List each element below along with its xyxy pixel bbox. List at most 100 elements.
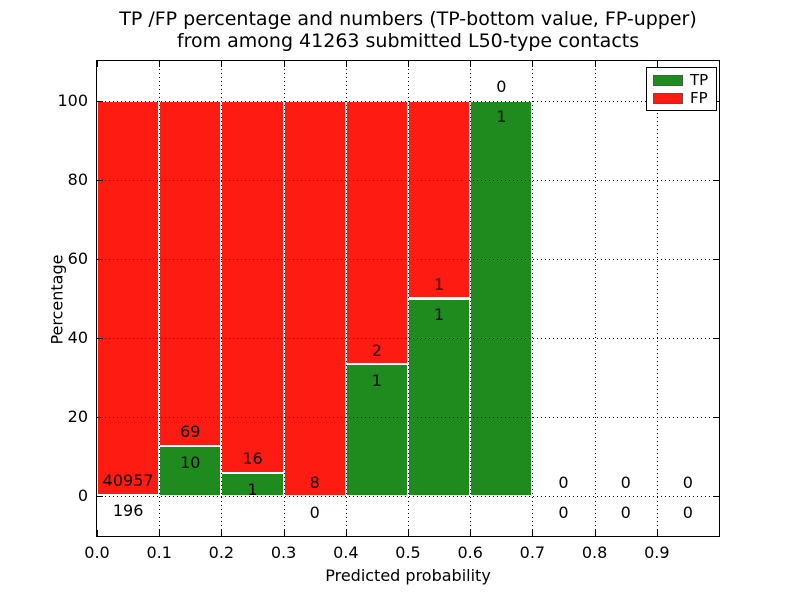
- x-gridline: [532, 61, 534, 536]
- fp-count-label: 69: [180, 422, 201, 442]
- x-tick-label: 0.6: [457, 543, 483, 562]
- bar-segment-tp: [97, 494, 160, 497]
- y-gridline: [97, 100, 719, 102]
- tp-count-label: 0: [620, 503, 631, 523]
- bar-segment-fp: [345, 100, 408, 365]
- legend-label-tp: TP: [690, 71, 709, 89]
- y-tick-mark-right: [713, 417, 719, 419]
- y-tick-label: 40: [67, 328, 88, 348]
- fp-color-swatch: [653, 92, 683, 104]
- x-tick-mark: [594, 530, 596, 536]
- y-tick-label: 100: [57, 90, 88, 110]
- x-tick-label: 0.8: [581, 543, 608, 562]
- legend-entry-tp: TP: [653, 72, 710, 88]
- x-tick-mark-top: [345, 61, 347, 67]
- tp-count-label: 0: [309, 503, 320, 523]
- y-tick-mark: [97, 100, 103, 102]
- x-tick-mark: [408, 530, 409, 536]
- x-gridline: [159, 61, 161, 536]
- x-tick-mark: [97, 530, 98, 536]
- y-tick-mark: [97, 338, 103, 340]
- x-axis-title: Predicted probability: [325, 566, 491, 585]
- x-tick-mark-top: [656, 61, 658, 67]
- fp-count-label: 40957: [102, 470, 154, 490]
- y-gridline: [97, 179, 719, 181]
- y-gridline: [97, 258, 719, 260]
- bar-segment-fp: [408, 100, 471, 299]
- chart-title-line1: TP /FP percentage and numbers (TP-bottom…: [119, 8, 697, 30]
- fp-count-label: 0: [682, 472, 693, 492]
- tp-count-label: 10: [180, 452, 201, 472]
- y-axis-title: Percentage: [47, 254, 67, 345]
- x-gridline: [221, 61, 223, 536]
- x-tick-mark: [283, 530, 285, 536]
- x-tick-mark-top: [594, 61, 596, 67]
- x-tick-mark-top: [97, 61, 98, 67]
- x-gridline: [408, 61, 409, 536]
- y-tick-label: 60: [67, 248, 88, 268]
- tp-count-label: 1: [371, 371, 382, 391]
- fp-count-label: 16: [242, 449, 263, 469]
- chart-title-line2: from among 41263 submitted L50-type cont…: [176, 30, 640, 52]
- tp-count-label: 0: [558, 503, 569, 523]
- chart-title: TP /FP percentage and numbers (TP-bottom…: [96, 8, 720, 52]
- y-tick-mark-right: [713, 179, 719, 181]
- fp-count-label: 0: [496, 76, 507, 96]
- bar-segment-fp: [97, 100, 160, 495]
- x-tick-mark-top: [221, 61, 223, 67]
- x-tick-label: 0.3: [270, 543, 297, 562]
- x-tick-mark: [345, 530, 347, 536]
- y-tick-label: 0: [77, 486, 88, 506]
- tp-count-label: 196: [112, 501, 144, 521]
- legend-label-fp: FP: [690, 89, 708, 107]
- tp-count-label: 1: [247, 479, 258, 499]
- tp-count-label: 1: [434, 305, 445, 325]
- plot-area: 40957 196 69 10 16 1 8 0 2 1 1 1 0 1 0 0 0 0 0 0: [96, 60, 720, 537]
- x-tick-mark: [532, 530, 534, 536]
- x-tick-label: 0.4: [333, 543, 359, 562]
- bar-segment-tp: [470, 100, 533, 497]
- x-tick-mark: [656, 530, 658, 536]
- y-tick-mark-right: [713, 496, 719, 498]
- y-tick-mark: [97, 417, 103, 419]
- y-gridline: [97, 338, 719, 340]
- x-tick-mark-top: [532, 61, 534, 67]
- bar-segment-tp: [408, 298, 471, 497]
- x-tick-mark: [221, 530, 223, 536]
- x-tick-label: 0.5: [395, 543, 421, 562]
- legend-box: TP FP: [646, 67, 717, 111]
- y-gridline: [97, 496, 719, 498]
- bar-segment-fp: [159, 100, 222, 447]
- x-tick-label: 0.7: [519, 543, 546, 562]
- fp-count-label: 8: [309, 472, 320, 492]
- y-tick-mark: [97, 258, 103, 260]
- y-tick-mark-right: [713, 258, 719, 260]
- fp-count-label: 1: [434, 274, 445, 294]
- x-tick-mark-top: [470, 61, 472, 67]
- tp-count-label: 1: [496, 107, 507, 127]
- tp-count-label: 0: [682, 503, 693, 523]
- x-tick-label: 0.1: [146, 543, 172, 562]
- fp-count-label: 2: [371, 340, 382, 360]
- y-tick-mark: [97, 179, 103, 181]
- x-tick-label: 0.9: [644, 543, 670, 562]
- x-gridline: [470, 61, 472, 536]
- plot-canvas: 40957 196 69 10 16 1 8 0 2 1 1 1 0 1 0 0 0 0 0 0: [97, 61, 719, 536]
- y-gridline: [97, 417, 719, 419]
- x-tick-mark-top: [159, 61, 161, 67]
- y-tick-label: 20: [67, 407, 88, 427]
- bar-segment-fp: [283, 100, 346, 497]
- x-gridline: [594, 61, 596, 536]
- x-tick-mark-top: [408, 61, 409, 67]
- x-tick-label: 0.2: [208, 543, 235, 562]
- y-tick-label: 80: [67, 169, 88, 189]
- x-tick-mark: [159, 530, 161, 536]
- x-gridline: [283, 61, 285, 536]
- y-tick-mark-right: [713, 338, 719, 340]
- legend-entry-fp: FP: [653, 90, 710, 106]
- bar-segment-fp: [221, 100, 284, 474]
- x-gridline: [345, 61, 347, 536]
- x-tick-mark-top: [283, 61, 285, 67]
- fp-count-label: 0: [558, 472, 569, 492]
